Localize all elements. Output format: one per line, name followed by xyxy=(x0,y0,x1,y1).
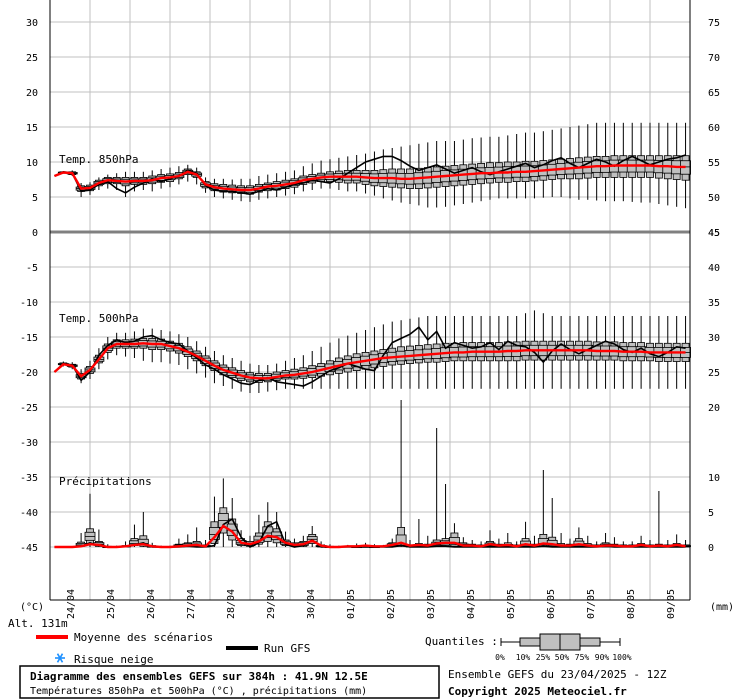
y-tick-label-left: -20 xyxy=(20,368,38,379)
mean-line xyxy=(54,164,686,192)
x-tick-label: 02/05 xyxy=(386,589,397,619)
panel-label-850: Temp. 850hPa xyxy=(59,153,138,166)
quantile-tick-label: 25% xyxy=(536,653,551,662)
y-tick-label-right: 0 xyxy=(708,543,714,554)
x-tick-label: 26/04 xyxy=(146,589,157,619)
x-tick-label: 05/05 xyxy=(506,589,517,619)
x-tick-label: 03/05 xyxy=(426,589,437,619)
panel-2 xyxy=(54,400,691,549)
altitude-label: Alt. 131m xyxy=(8,617,68,630)
y-tick-label-left: -30 xyxy=(20,438,38,449)
y-tick-label-right: 45 xyxy=(708,228,720,239)
left-unit-label: (°C) xyxy=(20,602,44,613)
x-tick-label: 07/05 xyxy=(586,589,597,619)
y-tick-label-right: 45 xyxy=(708,228,720,239)
y-tick-label-left: 25 xyxy=(26,53,38,64)
x-tick-label: 09/05 xyxy=(666,589,677,619)
quantile-ticks: 0% 10% 25% 50% 75% 90% 100% xyxy=(495,653,632,662)
x-tick-label: 08/05 xyxy=(626,589,637,619)
footer-title: Diagramme des ensembles GEFS sur 384h : … xyxy=(30,670,368,683)
panel-label-precip: Précipitations xyxy=(59,475,152,488)
footer-run-info: Ensemble GEFS du 23/04/2025 - 12Z xyxy=(448,668,667,681)
x-tick-label: 27/04 xyxy=(186,589,197,619)
x-tick-label: 30/04 xyxy=(306,589,317,619)
footer-subtitle: Températures 850hPa et 500hPa (°C) , pré… xyxy=(30,685,367,697)
panel-0 xyxy=(54,122,691,209)
mean-line xyxy=(53,342,686,380)
y-tick-label-right: 30 xyxy=(708,333,720,344)
chart-grid xyxy=(49,0,691,600)
y-tick-label-left: -5 xyxy=(26,263,38,274)
y-tick-label-left: -25 xyxy=(20,403,38,414)
right-unit-label: (mm) xyxy=(710,602,734,613)
y-tick-label-left: -10 xyxy=(20,298,38,309)
panel-1 xyxy=(53,310,691,393)
y-tick-label-left: 0 xyxy=(32,228,38,239)
x-tick-label: 01/05 xyxy=(346,589,357,619)
snowflake-icon xyxy=(55,653,65,663)
y-tick-label-right: 60 xyxy=(708,123,720,134)
x-tick-label: 24/04 xyxy=(66,589,77,619)
panel-label-500: Temp. 500hPa xyxy=(59,312,138,325)
mean-line xyxy=(54,524,686,549)
quantile-tick-label: 0% xyxy=(495,653,505,662)
y-tick-label-left: 5 xyxy=(32,193,38,204)
y-tick-label-left: 15 xyxy=(26,123,38,134)
quantile-tick-label: 100% xyxy=(612,653,631,662)
legend-run-label: Run GFS xyxy=(264,642,310,655)
y-tick-label-right: 65 xyxy=(708,88,720,99)
y-tick-label-left: 10 xyxy=(26,158,38,169)
y-tick-label-right: 70 xyxy=(708,53,720,64)
y-tick-label-right: 5 xyxy=(708,508,714,519)
x-tick-label: 04/05 xyxy=(466,589,477,619)
y-tick-label-right: 20 xyxy=(708,403,720,414)
x-tick-label: 28/04 xyxy=(226,589,237,619)
y-tick-label-left: -45 xyxy=(20,543,38,554)
y-tick-label-left: -40 xyxy=(20,508,38,519)
x-tick-label: 06/05 xyxy=(546,589,557,619)
legend-snow-label: Risque neige xyxy=(74,653,153,666)
inner-box xyxy=(449,537,460,546)
quantile-tick-label: 50% xyxy=(555,653,570,662)
legend: Moyenne des scénarios Run GFS Risque nei… xyxy=(36,631,632,666)
y-tick-label-right: 25 xyxy=(708,368,720,379)
legend-quantiles-label: Quantiles : xyxy=(425,635,498,648)
x-tick-label: 25/04 xyxy=(106,589,117,619)
legend-mean-label: Moyenne des scénarios xyxy=(74,631,213,644)
quantile-tick-label: 10% xyxy=(516,653,531,662)
y-tick-label-right: 35 xyxy=(708,298,720,309)
quantile-box-sample xyxy=(500,633,621,651)
quantile-tick-label: 90% xyxy=(595,653,610,662)
y-tick-label-right: 10 xyxy=(708,473,720,484)
chart-panels xyxy=(53,122,691,549)
footer-copyright: Copyright 2025 Meteociel.fr xyxy=(448,685,627,698)
y-tick-label-right: 50 xyxy=(708,193,720,204)
y-tick-label-right: 55 xyxy=(708,158,720,169)
y-tick-label-right: 75 xyxy=(708,18,720,29)
y-tick-label-left: -35 xyxy=(20,473,38,484)
y-tick-label-right: 40 xyxy=(708,263,720,274)
quantile-tick-label: 75% xyxy=(575,653,590,662)
x-tick-label: 29/04 xyxy=(266,589,277,619)
y-tick-label-left: -15 xyxy=(20,333,38,344)
y-tick-label-left: 20 xyxy=(26,88,38,99)
chart-axes: 24/04 25/04 26/04 27/04 28/04 29/04 30/04 01/05… xyxy=(20,0,720,619)
footer-box xyxy=(19,665,440,699)
run-line xyxy=(53,326,686,387)
y-tick-label-left: 30 xyxy=(26,18,38,29)
